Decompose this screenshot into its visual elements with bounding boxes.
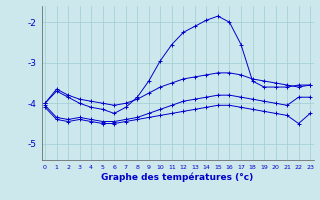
X-axis label: Graphe des températures (°c): Graphe des températures (°c): [101, 173, 254, 182]
